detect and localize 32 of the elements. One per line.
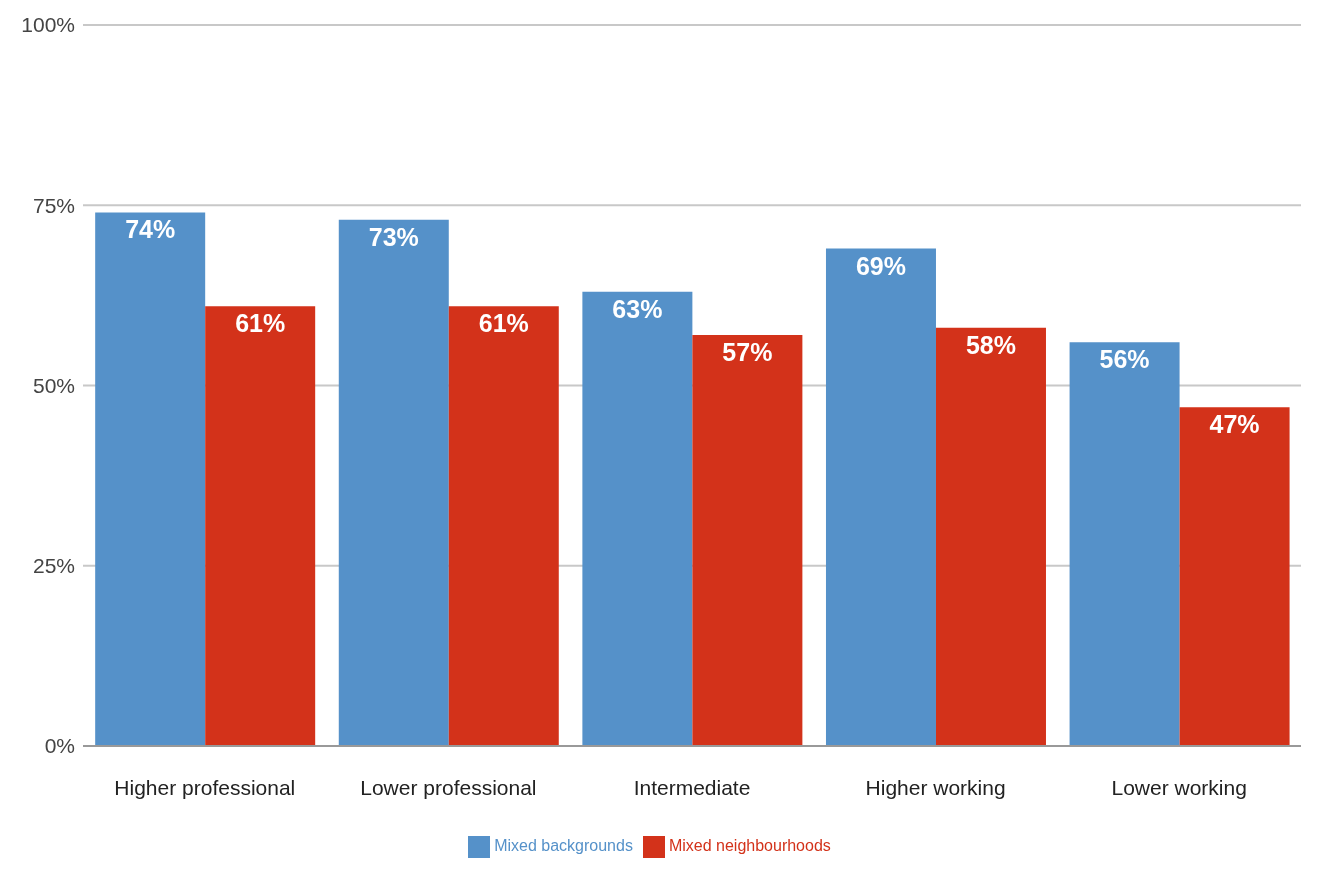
y-tick-label: 0% — [44, 734, 75, 758]
x-tick-label: Higher professional — [114, 775, 296, 799]
bar — [95, 212, 206, 746]
bar — [1179, 407, 1290, 746]
data-label: 73% — [368, 222, 419, 251]
data-label: 61% — [235, 309, 286, 338]
data-label: 61% — [478, 309, 529, 338]
data-label: 69% — [855, 251, 906, 280]
legend-label: Mixed neighbourhoods — [668, 837, 831, 855]
data-label: 56% — [1099, 345, 1150, 374]
data-label: 74% — [125, 215, 176, 244]
bar — [692, 335, 803, 746]
bar — [448, 306, 559, 746]
legend-label: Mixed backgrounds — [494, 837, 633, 855]
x-tick-label: Higher working — [865, 775, 1006, 799]
y-tick-label: 100% — [21, 13, 75, 37]
data-label: 47% — [1209, 410, 1260, 439]
data-label: 57% — [722, 338, 773, 367]
data-label: 63% — [612, 294, 663, 323]
x-tick-label: Intermediate — [633, 775, 751, 799]
y-tick-label: 75% — [32, 193, 75, 217]
bar — [935, 327, 1046, 746]
y-tick-label: 50% — [32, 373, 75, 397]
data-label: 58% — [965, 330, 1016, 359]
bar — [338, 219, 449, 746]
x-tick-label: Lower professional — [360, 775, 537, 799]
y-tick-label: 25% — [32, 554, 75, 578]
bar — [1069, 342, 1180, 746]
x-tick-label: Lower working — [1111, 775, 1247, 799]
bar — [825, 248, 936, 746]
bar — [582, 291, 693, 746]
bar — [205, 306, 316, 746]
